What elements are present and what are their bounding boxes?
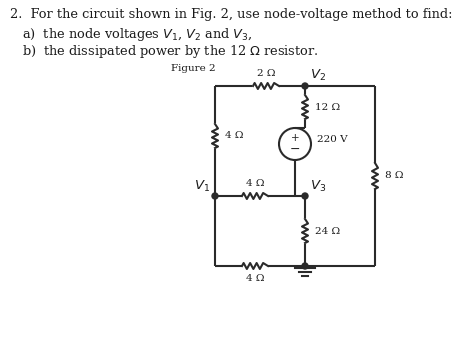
Text: +: +: [291, 132, 299, 143]
Text: 12 Ω: 12 Ω: [315, 103, 340, 111]
Text: Figure 2: Figure 2: [171, 64, 216, 73]
Circle shape: [302, 83, 308, 89]
Text: $V_3$: $V_3$: [310, 179, 326, 194]
Text: 220 V: 220 V: [317, 136, 347, 144]
Text: b)  the dissipated power by the 12 $\Omega$ resistor.: b) the dissipated power by the 12 $\Omeg…: [22, 43, 318, 60]
Text: 8 Ω: 8 Ω: [385, 172, 404, 181]
Text: $V_1$: $V_1$: [194, 179, 210, 194]
Text: a)  the node voltages $V_1$, $V_2$ and $V_3$,: a) the node voltages $V_1$, $V_2$ and $V…: [22, 26, 253, 43]
Text: 2 Ω: 2 Ω: [257, 69, 275, 78]
Circle shape: [302, 193, 308, 199]
Text: 24 Ω: 24 Ω: [315, 226, 340, 236]
Text: 4 Ω: 4 Ω: [246, 274, 264, 283]
Text: $V_2$: $V_2$: [310, 68, 326, 83]
Circle shape: [302, 263, 308, 269]
Text: 2.  For the circuit shown in Fig. 2, use node-voltage method to find:: 2. For the circuit shown in Fig. 2, use …: [10, 8, 453, 21]
Text: 4 Ω: 4 Ω: [225, 131, 244, 140]
Circle shape: [212, 193, 218, 199]
Text: 4 Ω: 4 Ω: [246, 179, 264, 188]
Text: −: −: [290, 143, 300, 156]
